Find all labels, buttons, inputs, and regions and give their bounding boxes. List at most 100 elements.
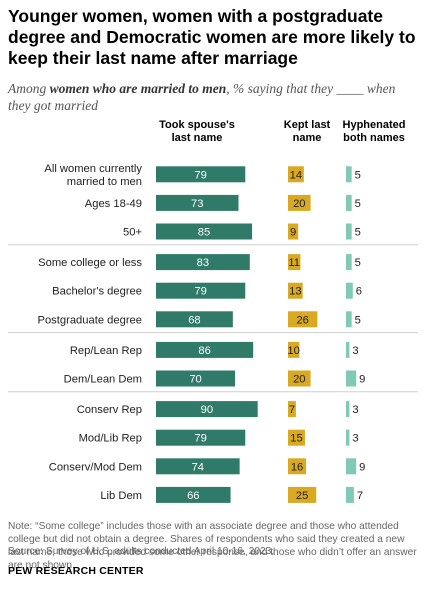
data-label-kept: 10	[287, 345, 299, 357]
data-label-kept: 20	[293, 198, 305, 210]
row-label: Rep/Lean Rep	[70, 345, 142, 357]
bar-kept	[288, 401, 296, 418]
data-label-kept: 25	[296, 490, 308, 502]
bar-kept	[288, 282, 303, 299]
bar-kept	[288, 341, 300, 358]
column-header-kept: Kept last	[284, 119, 331, 131]
bar-kept	[288, 223, 299, 240]
data-label-hyphenated: 7	[357, 490, 363, 502]
row-label: Postgraduate degree	[38, 314, 143, 326]
bar-took	[156, 311, 233, 328]
column-header-took: last name	[172, 132, 223, 144]
column-header-kept: name	[293, 132, 322, 144]
bar-took	[156, 370, 236, 387]
bar-took	[156, 401, 258, 418]
bar-kept	[288, 254, 301, 271]
bar-hyphenated	[346, 429, 350, 446]
row-label: Ages 18-49	[85, 198, 142, 210]
data-label-took: 73	[191, 198, 203, 210]
bar-took	[156, 282, 246, 299]
row-label: 50+	[123, 227, 142, 239]
brand-footer: PEW RESEARCH CENTER	[8, 565, 144, 577]
data-label-kept: 14	[290, 169, 302, 181]
data-label-hyphenated: 3	[352, 404, 358, 416]
bar-kept	[288, 194, 311, 211]
row-label: Bachelor's degree	[52, 286, 142, 298]
bar-hyphenated	[346, 486, 354, 503]
bar-kept	[288, 370, 311, 387]
data-label-took: 70	[189, 374, 201, 386]
bar-hyphenated	[346, 370, 357, 387]
data-label-kept: 13	[289, 286, 301, 298]
data-label-kept: 7	[289, 404, 295, 416]
data-label-took: 83	[197, 257, 209, 269]
data-label-hyphenated: 5	[355, 169, 361, 181]
bar-took	[156, 429, 246, 446]
bar-kept	[288, 486, 317, 503]
bar-hyphenated	[346, 166, 352, 183]
data-label-hyphenated: 3	[352, 433, 358, 445]
data-label-hyphenated: 9	[359, 461, 365, 473]
data-label-took: 74	[192, 461, 204, 473]
data-label-hyphenated: 5	[355, 227, 361, 239]
bar-hyphenated	[346, 311, 352, 328]
chart-subtitle: Among women who are married to men, % sa…	[8, 80, 418, 114]
bar-hyphenated	[346, 223, 352, 240]
chart-note: Note: “Some college” includes those with…	[8, 521, 417, 571]
subtitle-suffix: , % saying that they ____ when they got …	[8, 81, 396, 113]
row-label: Mod/Lib Rep	[79, 433, 142, 445]
data-label-kept: 20	[293, 374, 305, 386]
data-label-took: 86	[198, 345, 210, 357]
data-label-kept: 16	[291, 461, 303, 473]
bar-kept	[288, 458, 307, 475]
row-label: Conserv/Mod Dem	[49, 461, 142, 473]
data-label-took: 85	[198, 227, 210, 239]
data-label-kept: 15	[290, 433, 302, 445]
column-header-took: Took spouse's	[159, 119, 235, 131]
chart-title: Younger women, women with a postgraduate…	[8, 6, 416, 68]
row-label: Lib Dem	[100, 490, 142, 502]
row-label: Dem/Lean Dem	[64, 374, 142, 386]
data-label-took: 79	[194, 433, 206, 445]
data-label-hyphenated: 5	[355, 198, 361, 210]
data-label-kept: 26	[296, 314, 308, 326]
bar-took	[156, 486, 231, 503]
data-label-hyphenated: 5	[355, 314, 361, 326]
data-label-hyphenated: 3	[352, 345, 358, 357]
row-label: Some college or less	[38, 257, 142, 269]
column-header-hyphenated: both names	[343, 132, 405, 144]
data-label-took: 66	[187, 490, 199, 502]
bar-kept	[288, 429, 305, 446]
data-label-took: 68	[188, 314, 200, 326]
row-label: All women currently	[44, 163, 142, 175]
data-label-hyphenated: 5	[355, 257, 361, 269]
column-header-hyphenated: Hyphenated	[343, 119, 406, 131]
data-label-hyphenated: 9	[359, 374, 365, 386]
bar-hyphenated	[346, 282, 353, 299]
bar-took	[156, 166, 246, 183]
subtitle-prefix: Among	[8, 81, 50, 96]
bar-took	[156, 194, 239, 211]
data-label-kept: 11	[288, 257, 300, 269]
chart-source: Source: Survey of U.S. adults conducted …	[8, 546, 275, 557]
data-label-took: 79	[194, 169, 206, 181]
bar-took	[156, 223, 253, 240]
row-label: married to men	[67, 176, 142, 188]
bar-hyphenated	[346, 401, 350, 418]
bar-hyphenated	[346, 254, 352, 271]
bar-hyphenated	[346, 341, 350, 358]
row-label: Conserv Rep	[77, 404, 142, 416]
bar-took	[156, 254, 250, 271]
subtitle-emphasis: women who are married to men	[49, 81, 227, 96]
data-label-kept: 9	[290, 227, 296, 239]
bar-hyphenated	[346, 458, 357, 475]
data-label-took: 90	[201, 404, 213, 416]
bar-took	[156, 341, 254, 358]
bar-hyphenated	[346, 194, 352, 211]
bar-kept	[288, 166, 304, 183]
data-label-took: 79	[194, 286, 206, 298]
data-label-hyphenated: 6	[356, 286, 362, 298]
bar-kept	[288, 311, 318, 328]
bar-took	[156, 458, 240, 475]
